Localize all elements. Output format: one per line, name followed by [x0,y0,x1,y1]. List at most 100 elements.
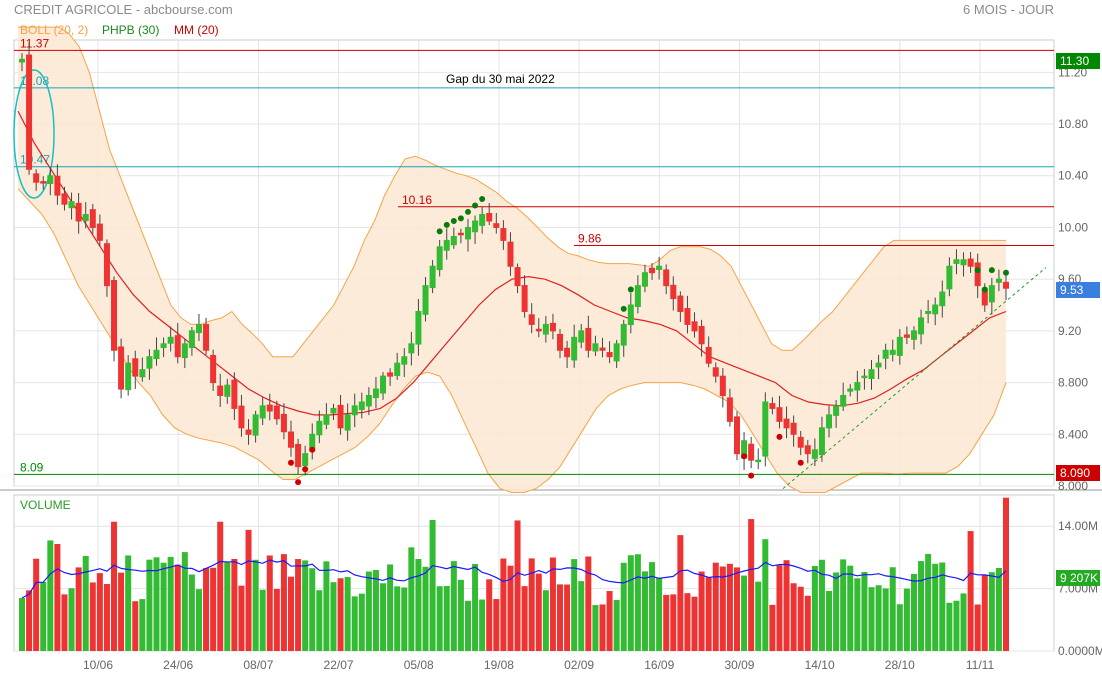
candle-body [946,265,953,290]
signal-dot-up [436,228,443,235]
volume-bar [259,589,266,651]
candle-body [167,336,174,344]
volume-bar [415,559,422,651]
volume-bar [472,563,479,651]
volume-bar [330,582,337,651]
candle-body [748,443,755,461]
volume-bar [585,556,592,651]
volume-bar [443,586,450,651]
candle-body [111,280,118,351]
volume-bar [479,599,486,651]
gap-ellipse [13,69,55,199]
signal-dot-down [302,466,309,473]
candle-body [762,401,769,457]
candle-body [181,343,188,359]
candle-body [372,388,379,399]
volume-bar [344,577,351,651]
candle-body [974,262,981,287]
volume-bar [649,562,656,651]
volume-bar [103,583,110,651]
x-tick-label: 22/07 [324,658,354,672]
volume-bar [238,585,245,651]
volume-bar [167,556,174,651]
volume-bar [656,577,663,651]
volume-bar [726,563,733,651]
level-label: 10.16 [402,193,432,207]
candle-body [217,385,224,397]
volume-bar [967,531,974,651]
candle-body [252,414,259,436]
candle-body [210,354,217,384]
chart-title: CREDIT AGRICOLE - abcbourse.com [14,2,233,17]
volume-bar [663,594,670,651]
volume-bar [309,568,316,651]
volume-bar [953,600,960,651]
candle-body [1003,281,1009,289]
candle-body [649,267,656,274]
volume-bar [429,519,436,651]
volume-bar [372,570,379,651]
candle-body [422,285,429,315]
legend-boll: BOLL (20, 2) [20,23,88,37]
volume-bar [210,567,217,651]
volume-bar [266,555,273,651]
volume-average-line [21,559,1007,599]
volume-tick-label: 14.00M [1058,519,1098,533]
volume-bar [840,559,847,651]
volume-bar [19,598,25,651]
volume-bar [507,565,514,651]
candle-body [634,285,641,307]
signal-dot-up [450,217,457,224]
candle-body [564,347,571,358]
volume-bar [620,562,627,651]
candle-body [394,362,401,377]
y-tick-label: 10.40 [1058,169,1088,183]
candle-body [472,220,479,233]
volume-bar [1003,497,1009,651]
legend-mm: MM (20) [174,23,219,37]
volume-bar [549,557,556,651]
signal-dot-up [479,196,486,203]
volume-bar [981,575,988,651]
candle-body [33,173,40,183]
volume-bar [422,566,429,651]
volume-bar [861,572,868,651]
x-tick-label: 08/07 [243,658,273,672]
volume-bar [125,555,132,651]
candle-body [663,269,670,287]
volume-bar [195,589,202,651]
candle-body [719,375,726,397]
candle-body [103,243,110,287]
signal-dot-up [472,202,479,209]
candle-body [273,405,280,420]
volume-bar [932,563,939,651]
candle-body [160,343,167,349]
candle-body [684,308,691,325]
candle-body [153,349,160,360]
candle-body [755,459,762,463]
signal-dot-up [974,267,981,274]
candle-body [323,414,330,425]
volume-bar [833,572,840,651]
volume-bar [698,571,705,651]
volume-bar [54,544,61,651]
volume-panel-title: VOLUME [20,498,71,512]
volume-bar [896,604,903,651]
candle-body [82,214,89,222]
candle-body [918,317,925,335]
candle-body [733,416,740,455]
signal-dot-up [443,221,450,228]
volume-bar [26,590,33,651]
candle-body [436,246,443,271]
candle-body [847,388,854,392]
candle-body [691,321,698,332]
candle-body [224,384,231,397]
y-tick-label: 8.000 [1058,479,1088,493]
candle-body [861,375,868,379]
candle-body [195,323,202,334]
volume-bar [691,596,698,651]
volume-bar [401,587,408,651]
volume-bar [741,575,748,651]
volume-bar [436,586,443,651]
candle-body [450,235,457,246]
